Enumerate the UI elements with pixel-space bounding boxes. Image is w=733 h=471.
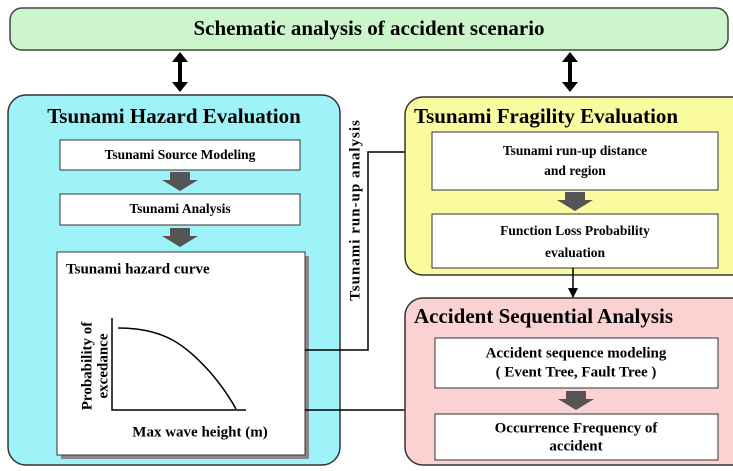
banner-box (9, 7, 729, 51)
step-text: ( Event Tree, Fault Tree ) (496, 364, 657, 380)
link-arrow (305, 147, 421, 351)
step-box (59, 193, 301, 226)
step-text: Occurrence Frequency of (495, 420, 659, 436)
flow-arrow (557, 192, 593, 211)
step-box (431, 131, 719, 191)
hazard-title: Tsunami Hazard Evaluation (47, 104, 301, 128)
curve-axes (111, 318, 246, 411)
sequence-title: Accident Sequential Analysis (414, 304, 673, 328)
double-arrows (178, 60, 572, 84)
curve-title: Tsunami hazard curve (66, 261, 210, 277)
step-text: and region (544, 163, 606, 178)
arrow-heads (172, 52, 578, 92)
fragility-title: Tsunami Fragility Evaluation (414, 104, 678, 128)
step-text: Tsunami Source Modeling (105, 147, 256, 162)
step-text: evaluation (545, 245, 605, 260)
curve-box (56, 251, 306, 456)
curve-y-label: Probability of (79, 321, 95, 410)
hazard-curve (117, 327, 237, 410)
step-box (434, 337, 719, 389)
curve-x-label: Max wave height (m) (132, 424, 267, 440)
step-text: Tsunami run-up distance (503, 143, 647, 158)
flow-arrow (558, 391, 594, 410)
step-box (434, 413, 719, 461)
step-text: Accident sequence modeling (486, 345, 667, 361)
step-box (431, 213, 719, 269)
banner-title: Schematic analysis of accident scenario (193, 16, 544, 40)
step-text: accident (549, 438, 602, 454)
step-text: Tsunami Analysis (129, 201, 230, 216)
link-label: Tsunami run-up analysis (347, 119, 363, 301)
curve-y-label: excedance (95, 333, 111, 398)
step-text: Function Loss Probability (500, 223, 650, 238)
step-box (59, 139, 301, 171)
flow-arrow (162, 172, 198, 191)
flow-arrow (162, 228, 198, 247)
